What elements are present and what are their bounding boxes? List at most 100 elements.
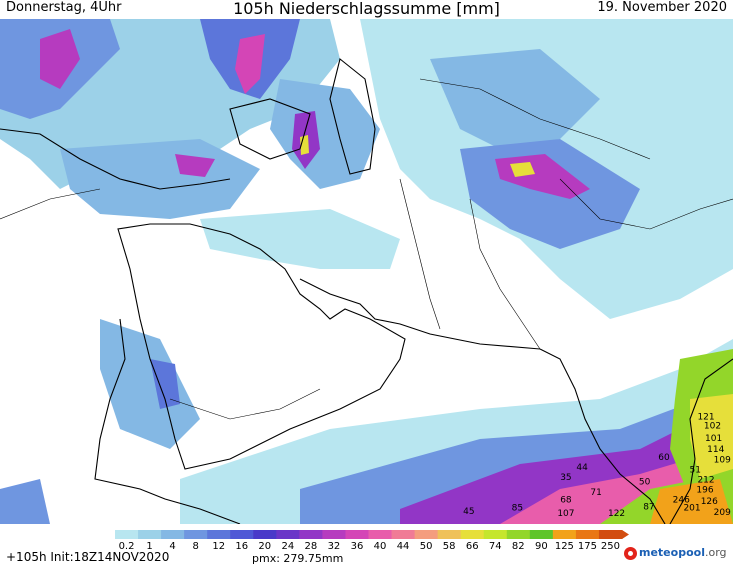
legend-swatch — [230, 530, 254, 539]
legend-swatch — [414, 530, 439, 539]
map-value-label: 201 — [683, 504, 700, 514]
color-scale-legend: 0.2 1 4 8 12 16 20 24 28 32 36 40 44 50 58 66 74 82 90 125 1… — [115, 530, 629, 552]
coastline-mediterranean — [0, 128, 231, 190]
legend-swatch — [115, 530, 139, 539]
border-line-1 — [399, 178, 441, 330]
legend-swatch — [368, 530, 393, 539]
precip-area-red-sea — [100, 319, 200, 449]
map-value-label: 44 — [576, 463, 588, 473]
legend-swatches — [115, 530, 629, 539]
borders — [0, 78, 733, 420]
legend-swatch — [253, 530, 277, 539]
legend-label: 125 — [555, 541, 574, 552]
legend-swatch — [276, 530, 300, 539]
legend-label: 12 — [212, 541, 225, 552]
precipitation-fields — [0, 19, 733, 524]
legend-swatch — [529, 530, 554, 539]
coastline-africa-redsea — [94, 318, 241, 524]
map-value-label: 101 — [705, 434, 722, 444]
legend-label: 28 — [305, 541, 318, 552]
legend-swatch — [161, 530, 185, 539]
coastlines — [0, 58, 733, 524]
precip-area-india-southeast-peak — [650, 479, 733, 524]
map-value-label: 196 — [696, 486, 713, 496]
precip-area-india-southeast-core — [690, 394, 733, 479]
legend-label: 58 — [443, 541, 456, 552]
map-value-label: 45 — [463, 507, 474, 517]
map-value-label: 122 — [608, 509, 625, 519]
legend-label: 8 — [192, 541, 198, 552]
coastline-persian-gulf — [299, 278, 541, 350]
legend-label: 4 — [169, 541, 175, 552]
legend-swatch — [299, 530, 323, 539]
map-value-label: 212 — [697, 475, 714, 485]
map-value-label: 85 — [512, 504, 523, 514]
map-value-label: 51 — [690, 465, 701, 475]
precip-area-levant-core — [175, 154, 215, 177]
map-value-label: 246 — [673, 496, 690, 506]
legend-arrow-icon — [622, 530, 629, 539]
legend-swatch — [345, 530, 369, 539]
forecast-day-label: Donnerstag, 4Uhr — [6, 0, 122, 15]
legend-label: 40 — [374, 541, 387, 552]
map-value-label: 114 — [707, 445, 724, 455]
map-value-label: 87 — [643, 502, 654, 512]
pmax-value: pmx: 279.75mm — [252, 552, 344, 565]
legend-swatch — [598, 530, 623, 539]
map-value-label: 109 — [714, 455, 731, 465]
forecast-date-label: 19. November 2020 — [597, 0, 727, 15]
precip-area-balkan-core — [235, 34, 265, 94]
map-value-label: 102 — [704, 422, 721, 432]
border-line-5 — [419, 78, 651, 160]
legend-swatch — [575, 530, 600, 539]
precip-area-caucasus — [270, 79, 380, 189]
border-line-2 — [469, 198, 541, 350]
legend-swatch — [460, 530, 485, 539]
border-line-4 — [0, 188, 101, 220]
map-value-label: 209 — [714, 508, 731, 518]
logo-text-meteo: meteo — [639, 546, 679, 559]
map-value-label: 71 — [590, 488, 601, 498]
legend-label: 32 — [328, 541, 341, 552]
precip-area-central-asia-mid — [430, 49, 600, 149]
precip-area-italy-core — [40, 29, 80, 89]
map-value-label: 121 — [697, 413, 714, 423]
logo-dot-icon — [624, 546, 637, 560]
legend-label: 50 — [420, 541, 433, 552]
map-value-label: 50 — [639, 478, 651, 488]
coastline-india-east — [669, 358, 733, 524]
legend-label: 74 — [489, 541, 502, 552]
legend-swatch — [322, 530, 346, 539]
map-value-label: 68 — [560, 496, 572, 506]
legend-label: 20 — [258, 541, 271, 552]
map-value-label: 107 — [557, 509, 574, 519]
coastline-arabian-peninsula — [117, 223, 406, 470]
border-line-3 — [169, 388, 321, 420]
legend-swatch — [138, 530, 162, 539]
legend-label: 16 — [235, 541, 248, 552]
logo-text-pool: pool — [678, 546, 705, 559]
legend-swatch — [437, 530, 462, 539]
legend-swatch — [483, 530, 508, 539]
legend-label: 24 — [281, 541, 294, 552]
map-value-label: 35 — [560, 473, 571, 483]
legend-label: 0.2 — [119, 541, 135, 552]
map-value-label: 126 — [701, 497, 718, 507]
coastline-black-sea — [229, 98, 311, 160]
legend-labels: 0.2 1 4 8 12 16 20 24 28 32 36 40 44 50 58 66 74 82 90 125 1… — [119, 541, 620, 552]
legend-label: 82 — [512, 541, 525, 552]
precip-area-red-sea-core — [150, 359, 180, 409]
coastline-india-west — [539, 348, 666, 524]
precip-area-africa — [0, 479, 50, 524]
legend-swatch — [552, 530, 577, 539]
legend-label: 175 — [578, 541, 597, 552]
legend-label: 90 — [535, 541, 548, 552]
precip-area-himalaya-peak — [510, 162, 535, 177]
legend-label: 44 — [397, 541, 410, 552]
meteopool-logo[interactable]: meteopool.org — [624, 546, 727, 560]
coastline-caspian — [329, 58, 376, 175]
legend-swatch — [506, 530, 531, 539]
